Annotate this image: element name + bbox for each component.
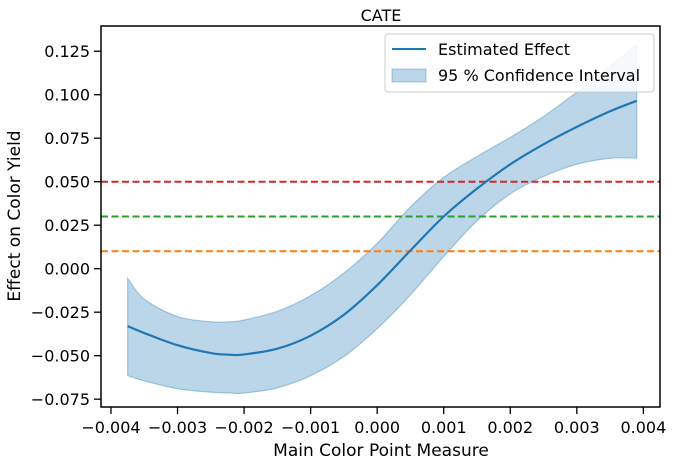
x-tick-label: −0.001	[281, 418, 340, 437]
legend-estimated-effect-label: Estimated Effect	[438, 40, 570, 59]
x-tick-label: −0.002	[214, 418, 273, 437]
x-axis-ticks: −0.004 −0.003 −0.002 −0.001 0.000 0.001 0.002 0…	[81, 407, 666, 437]
legend-confidence-interval-swatch	[391, 68, 427, 83]
x-tick-label: −0.004	[81, 418, 140, 437]
y-tick-label: 0.125	[44, 42, 90, 61]
x-tick-label: 0.004	[620, 418, 666, 437]
x-tick-label: 0.000	[354, 418, 400, 437]
y-tick-label: 0.050	[44, 173, 90, 192]
y-tick-label: 0.000	[44, 260, 90, 279]
confidence-band-layer	[127, 43, 638, 395]
y-tick-label: 0.025	[44, 216, 90, 235]
y-tick-label: −0.025	[31, 303, 90, 322]
legend-box	[384, 33, 655, 93]
y-tick-label: 0.075	[44, 129, 90, 148]
x-tick-label: 0.002	[487, 418, 533, 437]
y-tick-label: 0.100	[44, 86, 90, 105]
reference-lines-layer	[101, 180, 660, 253]
x-tick-label: −0.003	[148, 418, 207, 437]
chart-title: CATE	[361, 6, 402, 25]
x-tick-label: 0.001	[421, 418, 467, 437]
y-axis-ticks: −0.075 −0.050 −0.025 0.000 0.025 0.050 0.075 0.…	[31, 42, 101, 409]
confidence-interval-band	[127, 43, 638, 395]
x-tick-label: 0.003	[554, 418, 600, 437]
y-tick-label: −0.075	[31, 390, 90, 409]
legend-confidence-interval-label: 95 % Confidence Interval	[438, 66, 640, 85]
y-tick-label: −0.050	[31, 347, 90, 366]
y-axis-title: Effect on Color Yield	[5, 130, 25, 301]
x-axis-title: Main Color Point Measure	[273, 441, 489, 461]
series-line-layer	[127, 99, 638, 357]
plot-frame	[100, 25, 661, 408]
legend: Estimated Effect 95 % Confidence Interva…	[384, 33, 655, 93]
estimated-effect-line	[127, 99, 638, 357]
